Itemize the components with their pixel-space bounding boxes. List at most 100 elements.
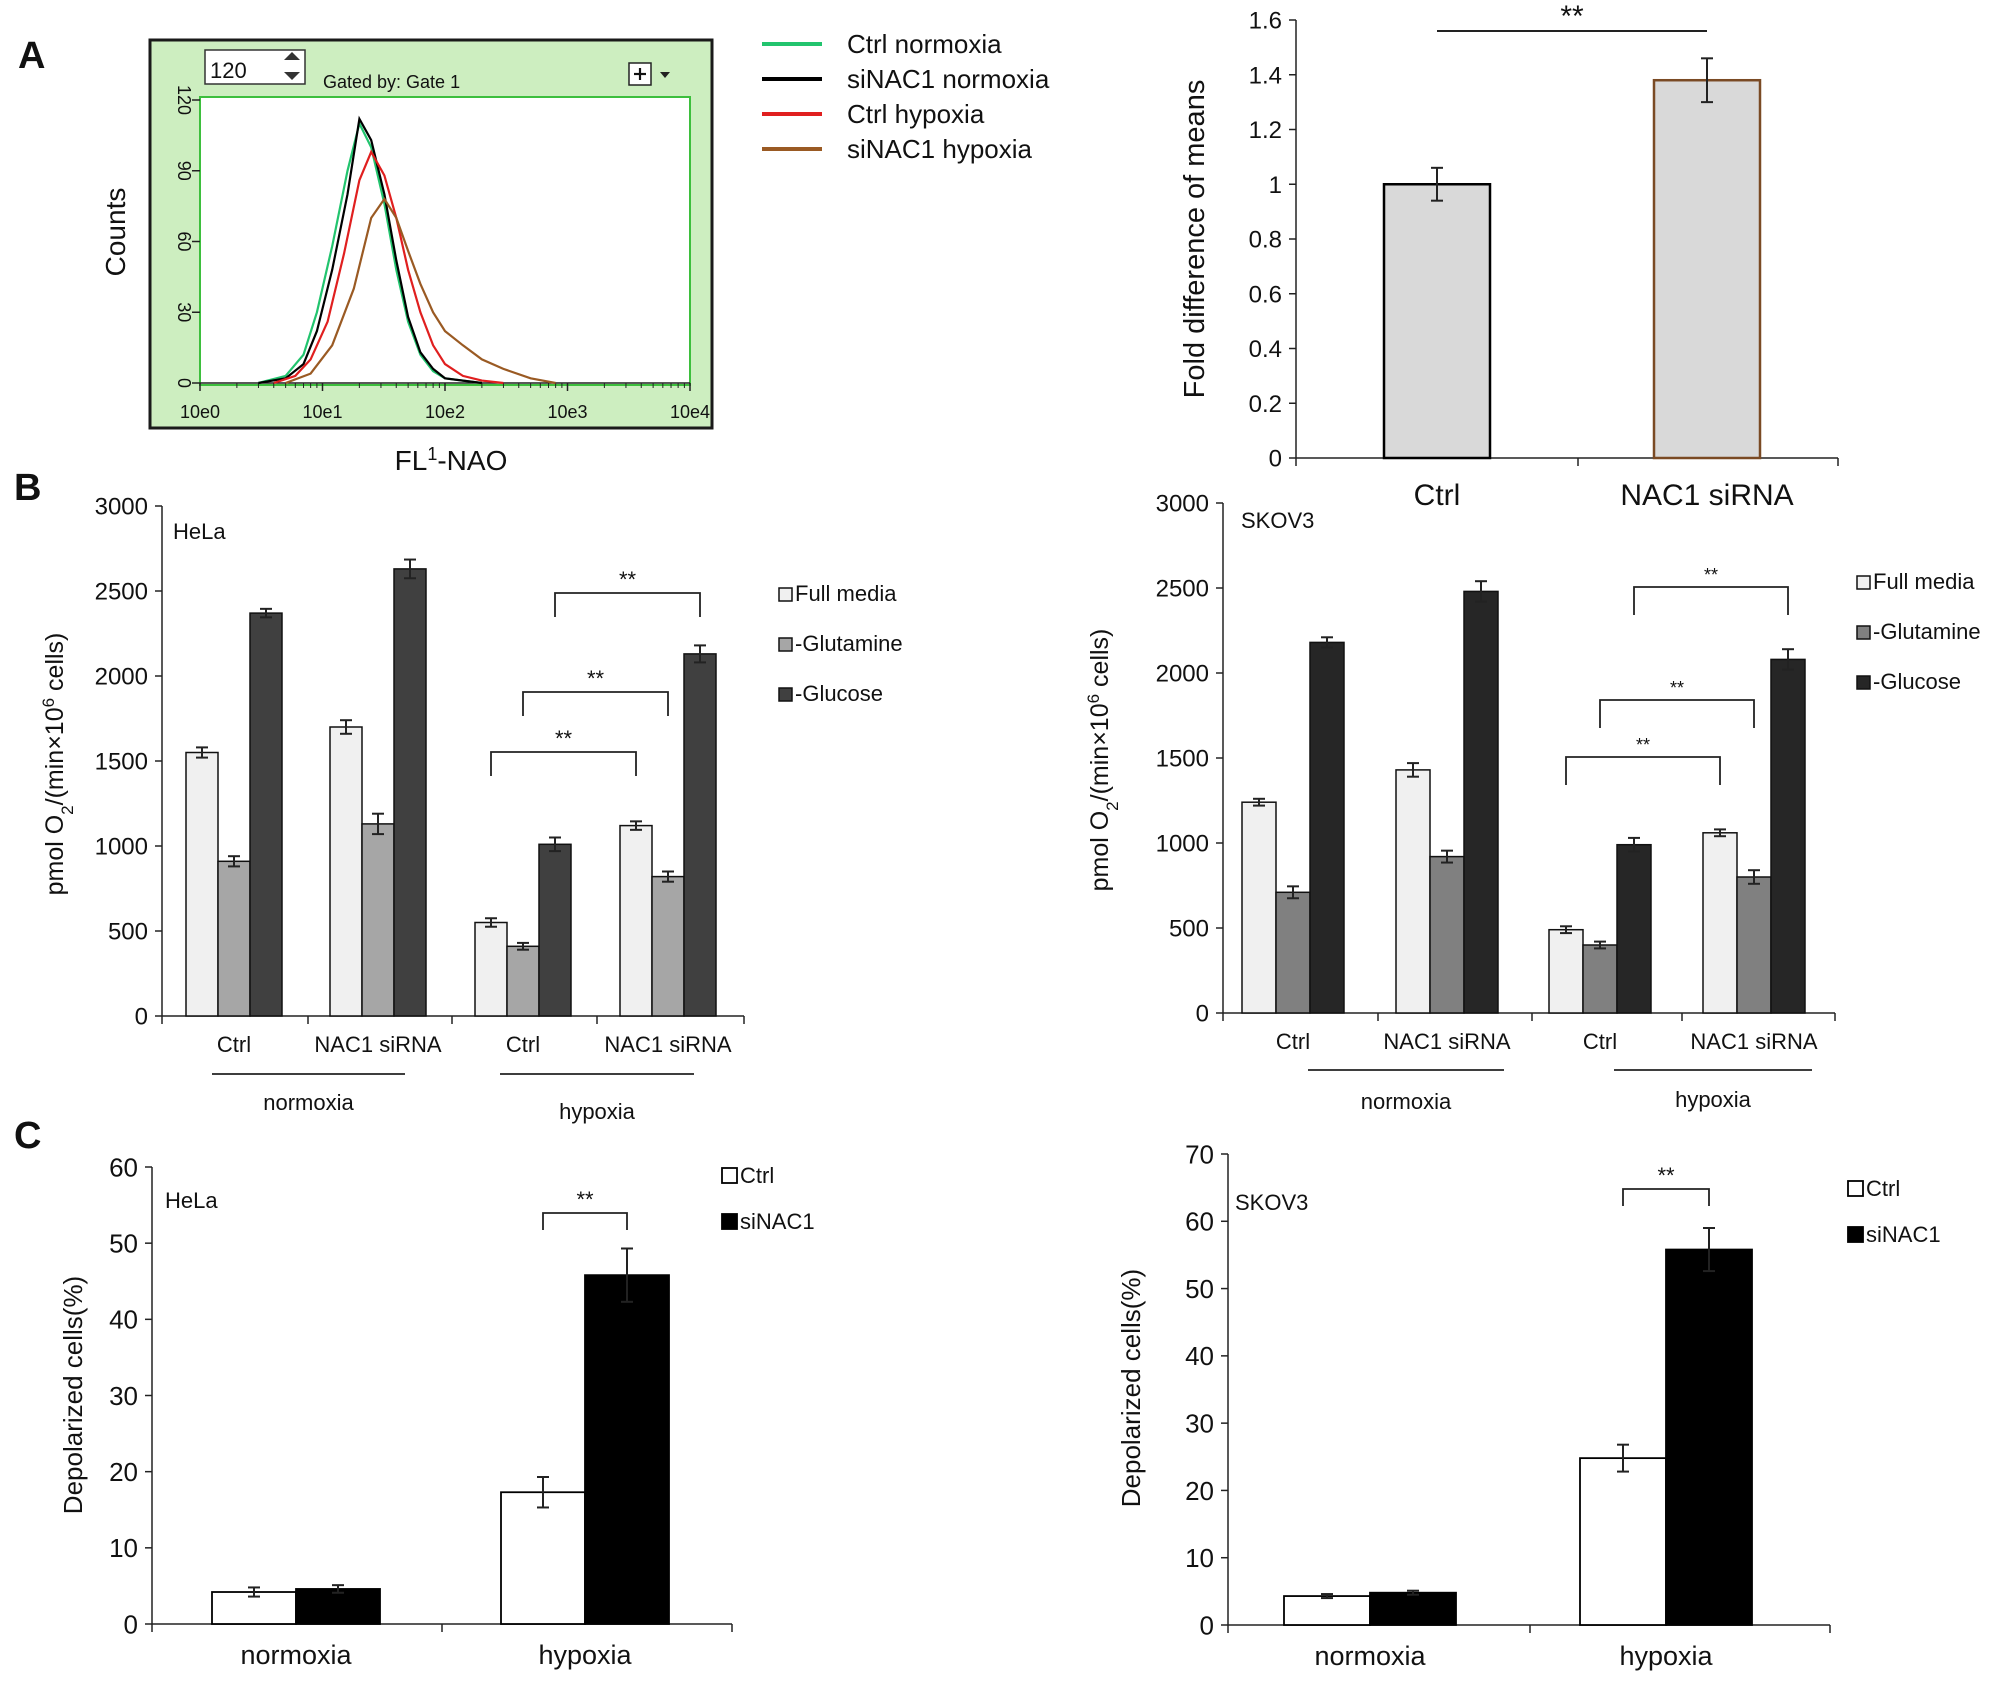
hela-depolarized-y-axis-tick-label: 50	[109, 1229, 138, 1259]
skov3-oxygen-group-label-0: normoxia	[1361, 1089, 1452, 1114]
y-title-part: pmol O	[1086, 811, 1114, 892]
skov3-oxygen-legend-swatch-1	[1856, 625, 1871, 640]
hela-depolarized-y-axis-tick-label: 30	[109, 1381, 138, 1411]
hela-oxygen-bar-fullmedia	[329, 726, 363, 1017]
skov3-oxygen-bar-glutamine	[1736, 876, 1772, 1014]
flow-legend-label-3: siNAC1 hypoxia	[847, 134, 1033, 164]
hela-oxygen-significance-1	[522, 691, 669, 716]
skov3-depolarized-legend-label-1: siNAC1	[1866, 1222, 1941, 1247]
hela-oxygen-y-axis-tick-label: 3000	[95, 494, 148, 521]
skov3-depolarized-y-axis-tick-label: 50	[1185, 1274, 1214, 1304]
skov3-oxygen-y-axis-tick-label: 3000	[1156, 491, 1209, 518]
hela-oxygen-bar-glutamine	[651, 875, 685, 1017]
hela-oxygen-legend-swatch-0	[778, 587, 793, 602]
skov3-oxygen-significance-1	[1599, 699, 1755, 728]
skov3-oxygen-y-axis-title: pmol O2/(min×106 cells)	[1084, 629, 1122, 892]
flow-y-tick-label: 0	[174, 378, 194, 388]
fold-y-axis-tick-label: 1.6	[1249, 8, 1282, 35]
flow-x-title-base: FL	[395, 445, 428, 476]
hela-oxygen-y-axis-tick-label: 1500	[95, 749, 148, 776]
skov3-oxygen-category-label-2: Ctrl	[1583, 1029, 1617, 1054]
hela-depolarized-category-label-1: hypoxia	[538, 1640, 632, 1670]
hela-oxygen-y-axis-tick-label: 500	[108, 919, 148, 946]
skov3-depolarized-bar-sinac1	[1665, 1248, 1753, 1626]
skov3-oxygen-significance-1-label: **	[1670, 678, 1684, 698]
hela-oxygen-bar-glucose	[538, 843, 572, 1017]
skov3-oxygen-y-axis-tick-label: 2000	[1156, 661, 1209, 688]
fold-difference-bar-chart: 0 0.2 0.4 0.6 0.8 1 1.2 1.4 1.6 Ctrl NAC1 siRNA ** F…	[1179, 0, 1839, 512]
fold-significance-stars: **	[1560, 0, 1584, 33]
fold-y-axis-tick-label: 0.2	[1249, 391, 1282, 418]
triangle-down-icon	[660, 72, 670, 78]
hela-depolarized-y-axis-tick-label: 0	[124, 1609, 138, 1639]
skov3-depolarized-y-axis-tick-label: 70	[1185, 1139, 1214, 1169]
flow-x-tick-label: 10e0	[180, 402, 220, 422]
skov3-depolarized-y-axis-tick-label: 20	[1185, 1476, 1214, 1506]
fold-y-axis-tick-label: 1.2	[1249, 117, 1282, 144]
hela-oxygen-bar-glutamine	[361, 823, 395, 1017]
skov3-oxygen-bar-fullmedia	[1702, 832, 1738, 1014]
hela-oxygen-title: HeLa	[173, 519, 226, 544]
hela-oxygen-bar-glucose	[393, 568, 427, 1017]
skov3-depolarized-y-axis-tick-label: 0	[1200, 1610, 1214, 1640]
hela-oxygen-bar-glucose	[249, 612, 283, 1017]
flow-x-axis-title: FL1-NAO	[395, 444, 508, 476]
skov3-oxygen-bar-glucose	[1463, 590, 1499, 1014]
flow-y-tick-label: 60	[174, 231, 194, 251]
hela-oxygen-y-axis-tick-label: 1000	[95, 834, 148, 861]
hela-oxygen-significance-2-label: **	[619, 567, 637, 592]
flow-y-tick-label: 30	[174, 302, 194, 322]
hela-depolarized-cells-chart: 0 10 20 30 40 50 60 HeLa normoxia hypoxia ** Ctrl si…	[58, 1152, 815, 1670]
fold-y-axis-tick-label: 0.4	[1249, 336, 1282, 363]
flow-x-tick-label: 10e1	[302, 402, 342, 422]
hela-oxygen-group-label-0: normoxia	[263, 1090, 354, 1115]
hela-oxygen-significance-0	[490, 751, 637, 776]
hela-oxygen-significance-0-label: **	[555, 726, 573, 751]
hela-depolarized-legend-label-1: siNAC1	[740, 1209, 815, 1234]
flow-x-title-sup: 1	[427, 444, 437, 464]
zoom-value: 120	[210, 58, 247, 83]
fold-y-axis-tick-label: 1.4	[1249, 62, 1282, 89]
y-title-part: /(min×10	[41, 707, 69, 805]
skov3-depolarized-category-label-0: normoxia	[1314, 1641, 1426, 1671]
hela-depolarized-significance-label: **	[576, 1187, 594, 1212]
fold-category-label-1: NAC1 siRNA	[1620, 479, 1793, 512]
hela-oxygen-legend-swatch-2	[778, 687, 793, 702]
skov3-oxygen-legend-swatch-0	[1856, 575, 1871, 590]
hela-oxygen-y-axis-tick-label: 2500	[95, 579, 148, 606]
flow-legend-label-0: Ctrl normoxia	[847, 29, 1002, 59]
hela-oxygen-legend-label-1: -Glutamine	[795, 631, 903, 656]
skov3-depolarized-y-axis-tick-label: 60	[1185, 1207, 1214, 1237]
spinner-arrows-icon	[284, 52, 300, 80]
fold-bar-1	[1652, 78, 1762, 460]
fold-y-axis-title: Fold difference of means	[1179, 80, 1211, 399]
hela-depolarized-y-axis-tick-label: 20	[109, 1457, 138, 1487]
flow-y-tick-label: 90	[174, 161, 194, 181]
hela-oxygen-bar-fullmedia	[619, 824, 653, 1017]
skov3-oxygen-group-label-1: hypoxia	[1675, 1087, 1752, 1112]
fold-bar-0	[1382, 183, 1492, 460]
skov3-depolarized-significance	[1622, 1188, 1710, 1206]
skov3-oxygen-significance-0-label: **	[1636, 735, 1650, 755]
hela-oxygen-legend-label-2: -Glucose	[795, 681, 883, 706]
hela-depolarized-significance	[542, 1212, 628, 1230]
hela-oxygen-category-label-0: Ctrl	[217, 1032, 251, 1057]
skov3-oxygen-bar-glutamine	[1582, 944, 1618, 1014]
hela-oxygen-category-label-1: NAC1 siRNA	[314, 1032, 441, 1057]
y-title-part: cells)	[41, 633, 69, 698]
skov3-oxygen-significance-0	[1565, 756, 1721, 785]
hela-depolarized-bar-ctrl	[500, 1491, 586, 1625]
skov3-oxygen-category-label-0: Ctrl	[1276, 1029, 1310, 1054]
hela-depolarized-y-axis-title: Depolarized cells(%)	[58, 1276, 88, 1514]
hela-oxygen-significance-2	[554, 592, 701, 617]
hela-oxygen-bar-glutamine	[217, 860, 251, 1017]
flow-cytometry-histogram: 120 Gated by: Gate 1 10e0 10e1 10e2 10e3 10e4 0…	[100, 29, 1050, 476]
skov3-oxygen-bar-glutamine	[1275, 891, 1311, 1014]
skov3-depolarized-significance-label: **	[1657, 1163, 1675, 1188]
hela-oxygen-category-label-3: NAC1 siRNA	[604, 1032, 731, 1057]
y-title-sub: 2	[1103, 801, 1122, 810]
hela-oxygen-legend-swatch-1	[778, 637, 793, 652]
hela-depolarized-y-axis-tick-label: 60	[109, 1152, 138, 1182]
